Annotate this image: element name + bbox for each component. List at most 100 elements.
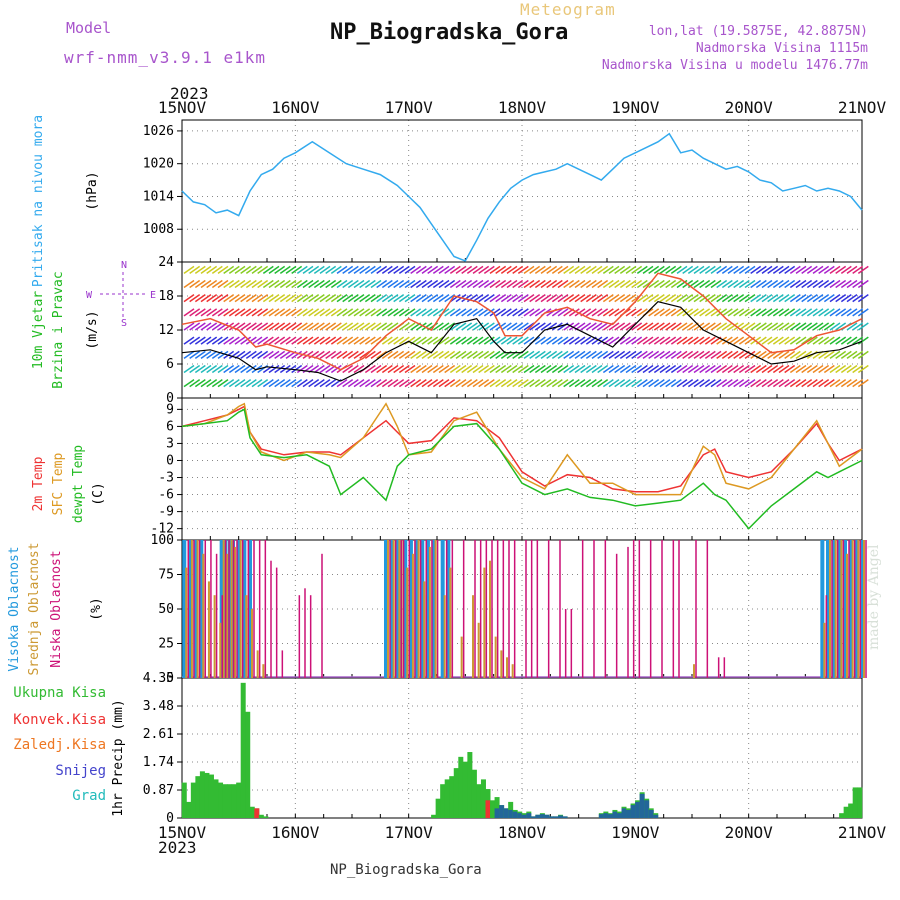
wind-barb	[636, 364, 648, 374]
cloud-bar-0	[848, 540, 853, 678]
wind-barb	[625, 308, 637, 317]
wind-barb	[455, 336, 467, 345]
wind-barb	[682, 364, 694, 374]
wind-barb	[823, 322, 835, 331]
wind-barb	[268, 265, 280, 274]
wind-barb	[687, 265, 699, 274]
wind-barb	[540, 322, 552, 331]
wind-barb	[330, 364, 342, 374]
wind-barb	[665, 279, 677, 289]
precip-bar-total	[848, 803, 854, 818]
wind-barb	[772, 364, 784, 374]
wind-barb	[642, 350, 654, 359]
wind-barb	[602, 279, 614, 289]
wind-barb	[302, 379, 314, 388]
wind-barb	[404, 294, 416, 303]
year-bottom: 2023	[158, 838, 197, 857]
wind-barb	[336, 308, 348, 317]
wind-barb	[285, 279, 297, 289]
wind-barb	[296, 379, 308, 388]
wind-barb	[670, 294, 682, 303]
wind-barb	[489, 322, 501, 331]
wind-barb	[812, 308, 824, 317]
wind-barb	[427, 294, 439, 303]
precip-bar-total	[190, 782, 196, 818]
wind-barb	[240, 265, 252, 274]
wind-barb	[506, 279, 518, 289]
wind-barb	[240, 294, 252, 303]
wind-barb	[795, 265, 807, 274]
precip-bar-total	[258, 814, 264, 818]
wind-barb	[733, 336, 745, 345]
wind-barb	[699, 379, 711, 388]
wind-barb	[653, 350, 665, 359]
wind-barb	[217, 364, 229, 374]
wind-barb	[410, 379, 422, 388]
wind-barb	[665, 265, 677, 274]
wind-barb	[398, 322, 410, 331]
cloud-bar-2	[232, 540, 235, 678]
wind-barb	[557, 308, 569, 317]
cloud-bar-1	[190, 540, 193, 678]
wind-barb	[228, 350, 240, 359]
wind-barb	[704, 336, 716, 345]
precip-bar-total	[231, 784, 237, 818]
footer-station: NP_Biogradska_Gora	[330, 862, 482, 878]
temp-line-2	[181, 408, 863, 530]
wind-barb	[840, 265, 852, 274]
cloud-bar-2	[559, 540, 561, 678]
wind-barb	[574, 364, 586, 374]
wind-barb	[500, 294, 512, 303]
wind-barb	[829, 379, 841, 388]
wind-barb	[415, 364, 427, 374]
wind-barb	[217, 350, 229, 359]
wind-barb	[353, 322, 365, 331]
precip-bar-total	[186, 801, 192, 818]
wind-barb	[285, 294, 297, 303]
wind-barb	[602, 350, 614, 359]
wind-barb	[398, 379, 410, 388]
wind-barb	[268, 364, 280, 374]
cloud-bar-0	[425, 540, 430, 678]
wind-barb	[642, 336, 654, 345]
wind-barb	[517, 350, 529, 359]
precip-label-3: Snijeg	[55, 763, 106, 779]
precip-bar-snow	[526, 813, 532, 818]
wind-barb	[772, 308, 784, 317]
wind-barb	[778, 322, 790, 331]
wind-barb	[659, 336, 671, 345]
cloud-bar-1	[230, 540, 233, 678]
wind-barb	[387, 364, 399, 374]
wind-barb	[580, 350, 592, 359]
wind-barb	[285, 265, 297, 274]
wind-barb	[347, 350, 359, 359]
precip-bar-snow	[616, 813, 622, 818]
wind-barb	[835, 379, 847, 388]
wind-barb	[716, 265, 728, 274]
wind-barb	[274, 336, 286, 345]
wind-barb	[608, 322, 620, 331]
wind-barb	[721, 322, 733, 331]
wind-barb	[279, 308, 291, 317]
pressure-ytick-label: 1014	[143, 189, 174, 204]
wind-barb	[370, 322, 382, 331]
compass-w: W	[86, 290, 93, 301]
cloud-bar-0	[395, 540, 400, 678]
wind-barb	[676, 308, 688, 317]
wind-barb	[506, 322, 518, 331]
wind-barb	[614, 350, 626, 359]
time-tick-bottom: 15NOV	[158, 823, 207, 842]
wind-barb	[585, 379, 597, 388]
wind-barb	[398, 265, 410, 274]
wind-barb	[721, 336, 733, 345]
cloud-bar-2	[508, 540, 510, 678]
wind-barb	[597, 364, 609, 374]
wind-barb	[449, 279, 461, 289]
wind-barb	[240, 364, 252, 374]
time-tick-top: 18NOV	[498, 98, 547, 117]
wind-barb	[506, 294, 518, 303]
wind-barb	[517, 294, 529, 303]
wind-barb	[619, 265, 631, 274]
compass-e: E	[150, 290, 156, 301]
wind-barb	[285, 379, 297, 388]
